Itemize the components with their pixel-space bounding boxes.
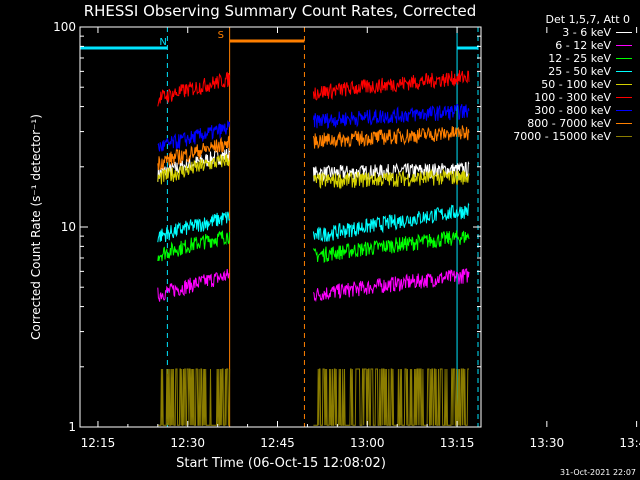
series-line-2: [157, 230, 470, 264]
axes: 12:15 12:30 12:45 13:00 13:15 13:30 13:45 1 10 10…: [53, 20, 640, 450]
annotation-label-2: S: [218, 30, 224, 41]
legend-item: 100 - 300 keV: [484, 91, 634, 104]
legend-label: 3 - 6 keV: [562, 26, 611, 39]
x-tick-label-0: 12:15: [81, 436, 116, 450]
legend-swatch: [616, 123, 632, 124]
x-tick-label-3: 13:00: [350, 436, 385, 450]
legend-swatch: [616, 58, 632, 59]
series-line-1: [157, 268, 470, 303]
x-tick-label-1: 12:30: [170, 436, 205, 450]
legend-swatch: [616, 71, 632, 72]
legend-label: 25 - 50 keV: [548, 65, 611, 78]
x-tick-label-4: 13:15: [440, 436, 475, 450]
legend-label: 7000 - 15000 keV: [513, 130, 611, 143]
series-line-7: [157, 125, 470, 171]
legend-item: 6 - 12 keV: [484, 39, 634, 52]
legend-title: Det 1,5,7, Att 0: [545, 13, 630, 26]
legend-swatch: [616, 110, 632, 111]
y-axis-label: Corrected Count Rate (s⁻¹ detector⁻¹): [29, 114, 43, 340]
y-tick-label-2: 100: [53, 20, 76, 34]
legend-item: 50 - 100 keV: [484, 78, 634, 91]
legend-swatch: [616, 97, 632, 98]
legend-item: 3 - 6 keV: [484, 26, 634, 39]
legend-item: 800 - 7000 keV: [484, 117, 634, 130]
series-line-8: [157, 368, 469, 426]
legend-label: 100 - 300 keV: [534, 91, 611, 104]
x-tick-label-6: 13:45: [619, 436, 640, 450]
legend-label: 6 - 12 keV: [555, 39, 611, 52]
legend: Det 1,5,7, Att 0 3 - 6 keV 6 - 12 keV 12 -…: [484, 13, 634, 143]
legend-item: 12 - 25 keV: [484, 52, 634, 65]
legend-item: 25 - 50 keV: [484, 65, 634, 78]
legend-item: 7000 - 15000 keV: [484, 130, 634, 143]
timestamp: 31-Oct-2021 22:07: [560, 468, 636, 477]
plot-area: NS: [80, 27, 479, 427]
x-axis-label: Start Time (06-Oct-15 12:08:02): [176, 456, 386, 471]
legend-label: 800 - 7000 keV: [527, 117, 611, 130]
legend-label: 300 - 800 keV: [534, 104, 611, 117]
series-line-6: [157, 103, 470, 152]
y-tick-label-1: 10: [61, 220, 76, 234]
series-line-4: [157, 154, 470, 190]
x-tick-label-2: 12:45: [260, 436, 295, 450]
legend-swatch: [616, 136, 632, 137]
legend-label: 12 - 25 keV: [548, 52, 611, 65]
legend-item: 300 - 800 keV: [484, 104, 634, 117]
chart-title: RHESSI Observing Summary Count Rates, Co…: [84, 2, 477, 20]
x-tick-label-5: 13:30: [530, 436, 565, 450]
series-line-5: [157, 70, 470, 107]
annotation-label-0: N: [159, 37, 166, 48]
y-tick-label-0: 1: [68, 420, 76, 434]
legend-swatch: [616, 84, 632, 85]
legend-label: 50 - 100 keV: [541, 78, 611, 91]
legend-swatch: [616, 45, 632, 46]
series-line-3: [157, 202, 470, 243]
legend-rows: 3 - 6 keV 6 - 12 keV 12 - 25 keV 25 - 50 ke…: [484, 26, 634, 143]
legend-swatch: [616, 32, 632, 33]
plot-frame: [79, 26, 482, 428]
